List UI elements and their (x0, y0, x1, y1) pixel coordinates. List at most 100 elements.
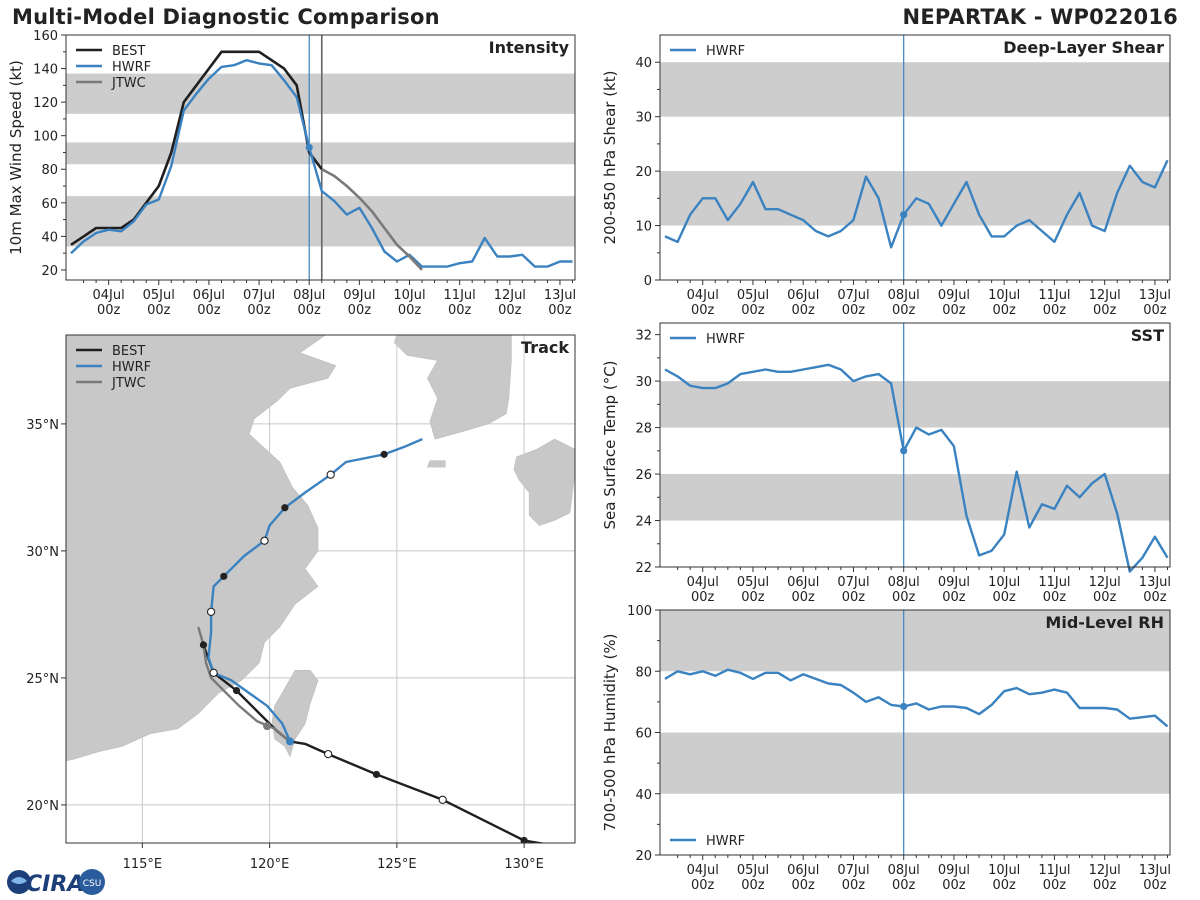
x-tick-label-line: 00z (842, 303, 866, 318)
threshold-band (660, 474, 1170, 521)
x-tick-label: 07Jul 00z (243, 288, 275, 318)
panel-title: Mid-Level RH (1045, 613, 1164, 632)
x-tick-label: 06Jul 00z (787, 288, 819, 318)
x-tick-label: 11Jul 00z (1038, 288, 1070, 318)
x-tick-label: 04Jul 00z (687, 863, 719, 893)
x-tick-label-line: 00z (992, 590, 1016, 605)
x-tick-label-line: 00z (1043, 878, 1067, 893)
y-axis-label: Sea Surface Temp (°C) (601, 360, 619, 529)
x-tick-label-line: 00z (741, 303, 765, 318)
y-tick-label: 32 (635, 329, 652, 344)
y-tick-label: 26 (635, 468, 652, 483)
x-tick-label: 07Jul 00z (837, 288, 869, 318)
x-tick-label-line: 07Jul (243, 288, 275, 303)
x-tick-label-line: 12Jul (1089, 288, 1121, 303)
map-y-tick-label: 20°N (26, 799, 59, 814)
x-tick-label-line: 11Jul (1038, 863, 1070, 878)
x-tick-label-line: 08Jul (293, 288, 325, 303)
legend-label: HWRF (706, 44, 745, 59)
x-tick-label-line: 13Jul (1139, 288, 1171, 303)
y-tick-label: 80 (41, 163, 58, 178)
axes-frame (659, 322, 1171, 568)
figure-title: Multi-Model Diagnostic Comparison (12, 5, 440, 29)
series-line-hwrf (664, 668, 1169, 728)
x-tick-label: 12Jul 00z (1089, 288, 1121, 318)
track-position-marker (263, 722, 272, 731)
track-position-marker (438, 795, 447, 804)
x-tick-label: 07Jul 00z (837, 863, 869, 893)
panel-title: Intensity (489, 38, 570, 57)
threshold-band (660, 732, 1170, 794)
x-tick-label: 11Jul 00z (1038, 863, 1070, 893)
x-tick-label: 10Jul 00z (393, 288, 425, 318)
legend-label: HWRF (112, 360, 151, 375)
threshold-band (660, 610, 1170, 672)
x-tick-label: 09Jul 00z (938, 575, 970, 605)
legend-label: HWRF (112, 60, 151, 75)
y-tick-label: 0 (644, 274, 652, 289)
x-tick-label: 10Jul 00z (988, 288, 1020, 318)
x-tick-label-line: 04Jul (93, 288, 125, 303)
track-position-marker (232, 687, 241, 695)
y-tick-label: 140 (33, 63, 58, 78)
x-tick-label-line: 10Jul (988, 575, 1020, 590)
x-tick-label: 11Jul 00z (444, 288, 476, 318)
x-tick-label-line: 00z (842, 878, 866, 893)
x-tick-label-line: 00z (741, 590, 765, 605)
x-tick-label: 12Jul 00z (1089, 863, 1121, 893)
x-tick-label-line: 13Jul (1139, 863, 1171, 878)
y-tick-label: 30 (635, 375, 652, 390)
y-tick-label: 24 (635, 515, 652, 530)
x-tick-label-line: 00z (197, 303, 221, 318)
x-tick-label-line: 00z (147, 303, 171, 318)
x-tick-label: 04Jul 00z (687, 288, 719, 318)
mainland-china-landmass (66, 335, 337, 762)
x-tick-label: 08Jul 00z (888, 863, 920, 893)
threshold-band (66, 73, 575, 114)
x-tick-label-line: 00z (691, 590, 715, 605)
track-position-marker (199, 641, 208, 649)
cira-logo-text: CIRA (26, 872, 84, 897)
x-tick-label: 04Jul 00z (93, 288, 125, 318)
jeju-landmass (426, 460, 446, 468)
map-y-tick-label: 30°N (26, 545, 59, 560)
legend-label: JTWC (111, 76, 146, 91)
x-tick-label: 09Jul 00z (343, 288, 375, 318)
series-line-hwrf (664, 363, 1169, 573)
x-tick-label: 13Jul 00z (544, 288, 576, 318)
x-tick-label-line: 00z (1093, 878, 1117, 893)
x-tick-label: 12Jul 00z (1089, 575, 1121, 605)
x-tick-label-line: 00z (691, 303, 715, 318)
x-tick-label: 05Jul 00z (737, 863, 769, 893)
threshold-band (660, 381, 1170, 428)
y-axis-label: 200-850 hPa Shear (kt) (601, 71, 619, 245)
x-tick-label-line: 00z (792, 590, 816, 605)
x-tick-label-line: 04Jul (687, 575, 719, 590)
x-tick-label-line: 00z (691, 878, 715, 893)
x-tick-label: 05Jul 00z (143, 288, 175, 318)
taiwan-landmass (271, 669, 319, 758)
y-tick-label: 80 (635, 665, 652, 680)
x-tick-label-line: 09Jul (938, 288, 970, 303)
csu-seal-icon (79, 869, 105, 895)
x-tick-label: 07Jul 00z (837, 575, 869, 605)
x-tick-label-line: 00z (1043, 590, 1067, 605)
current-value-marker (900, 702, 908, 711)
x-tick-label: 10Jul 00z (988, 575, 1020, 605)
track-position-marker (520, 836, 528, 843)
y-tick-label: 60 (635, 727, 652, 742)
x-tick-label-line: 06Jul (787, 575, 819, 590)
x-tick-label-line: 00z (398, 303, 422, 318)
y-tick-label: 160 (33, 29, 58, 44)
x-tick-label-line: 09Jul (343, 288, 375, 303)
x-tick-label-line: 13Jul (544, 288, 576, 303)
x-tick-label: 06Jul 00z (193, 288, 225, 318)
legend-label: HWRF (706, 834, 745, 849)
track-map: 115°E 120°E 125°E 130°E 20°N 25°N 30°N 35°N Trac… (26, 334, 576, 872)
track-position-marker (380, 450, 388, 458)
x-tick-label-line: 00z (97, 303, 121, 318)
threshold-band (660, 62, 1170, 117)
x-tick-label: 12Jul 00z (494, 288, 526, 318)
